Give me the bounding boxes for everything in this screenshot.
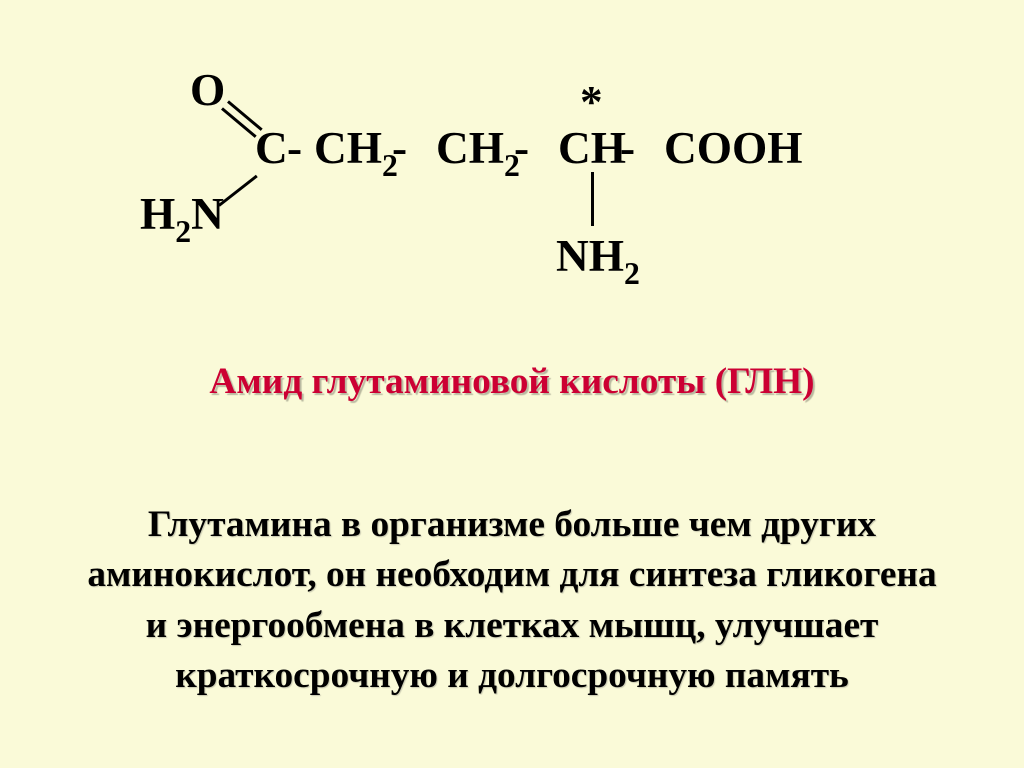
atom-h2n: H2N bbox=[140, 188, 224, 247]
atom-cooh: COOH bbox=[664, 122, 803, 174]
atom-ch-alpha: CH bbox=[558, 122, 626, 174]
atom-nh2-alpha: NH2 bbox=[556, 230, 640, 289]
bond-dash-1: - bbox=[287, 122, 302, 174]
bond-dash-2: - bbox=[392, 122, 407, 174]
description-text: Глутамина в организме больше чем других … bbox=[72, 500, 952, 702]
chiral-star: * bbox=[580, 76, 603, 128]
bond-dash-3: - bbox=[514, 122, 529, 174]
slide: O C - CH2 - CH2 - CH - COOH * H2N NH2 bbox=[0, 0, 1024, 768]
atom-oxygen: O bbox=[190, 64, 225, 116]
single-bond-c-n bbox=[218, 175, 258, 207]
compound-title: Амид глутаминовой кислоты (ГЛН) bbox=[0, 360, 1024, 403]
atom-ch2-b: CH2 bbox=[436, 122, 520, 181]
bond-dash-4: - bbox=[620, 122, 635, 174]
atom-c-amide: C bbox=[255, 122, 288, 174]
vertical-bond-ch-nh2 bbox=[591, 172, 594, 226]
atom-ch2-a: CH2 bbox=[314, 122, 398, 181]
chemical-formula: O C - CH2 - CH2 - CH - COOH * H2N NH2 bbox=[140, 70, 900, 290]
